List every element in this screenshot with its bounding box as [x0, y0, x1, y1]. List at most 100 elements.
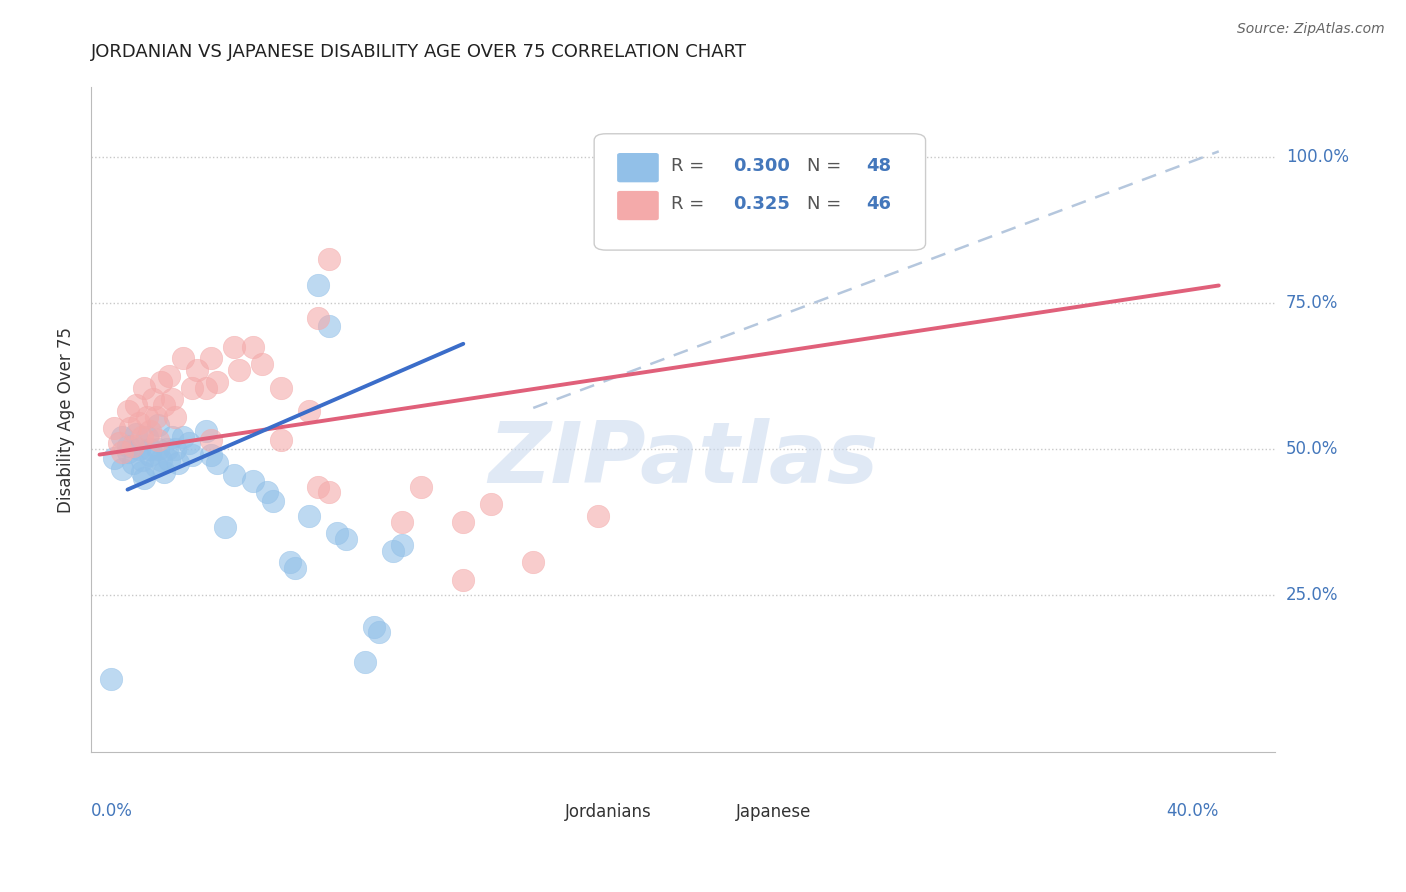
- Text: 40.0%: 40.0%: [1167, 802, 1219, 820]
- Point: [363, 619, 385, 633]
- Point: [148, 418, 170, 433]
- FancyBboxPatch shape: [617, 192, 658, 219]
- Point: [194, 380, 217, 394]
- Point: [117, 444, 139, 458]
- Point: [139, 442, 162, 456]
- Point: [453, 573, 475, 587]
- Text: 25.0%: 25.0%: [1286, 585, 1339, 604]
- Point: [453, 515, 475, 529]
- FancyBboxPatch shape: [617, 153, 658, 182]
- Point: [250, 357, 273, 371]
- Point: [111, 462, 134, 476]
- Point: [318, 485, 340, 500]
- Text: N =: N =: [807, 194, 848, 212]
- FancyBboxPatch shape: [595, 134, 925, 250]
- Point: [145, 409, 167, 424]
- Point: [180, 448, 202, 462]
- Point: [205, 456, 228, 470]
- Point: [479, 497, 502, 511]
- Point: [139, 448, 162, 462]
- Point: [136, 430, 159, 444]
- Point: [148, 442, 170, 456]
- Point: [284, 561, 307, 575]
- Point: [180, 380, 202, 394]
- Point: [256, 485, 278, 500]
- Point: [262, 494, 284, 508]
- Text: 100.0%: 100.0%: [1286, 148, 1348, 166]
- Text: 46: 46: [866, 194, 891, 212]
- Point: [194, 424, 217, 438]
- Point: [391, 538, 413, 552]
- Point: [354, 655, 377, 669]
- Point: [368, 625, 391, 640]
- Point: [270, 433, 292, 447]
- Text: ZIPatlas: ZIPatlas: [488, 418, 879, 501]
- Point: [186, 363, 208, 377]
- Point: [134, 380, 156, 394]
- Point: [173, 430, 195, 444]
- Text: 0.300: 0.300: [733, 157, 790, 175]
- Point: [150, 453, 173, 467]
- Point: [122, 456, 145, 470]
- Point: [153, 398, 176, 412]
- Point: [200, 351, 222, 366]
- Point: [153, 465, 176, 479]
- Point: [111, 430, 134, 444]
- Point: [159, 453, 181, 467]
- Point: [298, 404, 321, 418]
- Point: [134, 471, 156, 485]
- Point: [307, 480, 329, 494]
- Point: [128, 442, 150, 456]
- Point: [214, 520, 236, 534]
- Point: [142, 392, 165, 407]
- Text: R =: R =: [671, 157, 710, 175]
- Point: [335, 532, 357, 546]
- Point: [586, 508, 609, 523]
- Point: [307, 278, 329, 293]
- Point: [108, 436, 131, 450]
- Text: 0.0%: 0.0%: [91, 802, 134, 820]
- Point: [242, 474, 264, 488]
- Point: [411, 480, 433, 494]
- Point: [522, 556, 544, 570]
- Point: [117, 439, 139, 453]
- Point: [103, 450, 125, 465]
- Point: [125, 427, 148, 442]
- Point: [222, 468, 245, 483]
- Point: [391, 515, 413, 529]
- Text: 50.0%: 50.0%: [1286, 440, 1339, 458]
- Point: [318, 252, 340, 267]
- Point: [125, 398, 148, 412]
- Point: [307, 310, 329, 325]
- Point: [167, 456, 190, 470]
- Point: [128, 416, 150, 430]
- Point: [228, 363, 250, 377]
- Point: [326, 526, 349, 541]
- Point: [111, 444, 134, 458]
- Point: [148, 433, 170, 447]
- Point: [145, 459, 167, 474]
- Text: 0.325: 0.325: [733, 194, 790, 212]
- Text: JORDANIAN VS JAPANESE DISABILITY AGE OVER 75 CORRELATION CHART: JORDANIAN VS JAPANESE DISABILITY AGE OVE…: [91, 43, 747, 61]
- Point: [173, 351, 195, 366]
- Text: Jordanians: Jordanians: [565, 804, 651, 822]
- Point: [156, 442, 179, 456]
- Point: [278, 556, 301, 570]
- Point: [318, 319, 340, 334]
- Point: [205, 375, 228, 389]
- Text: N =: N =: [807, 157, 848, 175]
- FancyBboxPatch shape: [520, 801, 558, 824]
- FancyBboxPatch shape: [692, 801, 730, 824]
- Text: Japanese: Japanese: [737, 804, 811, 822]
- Point: [745, 165, 768, 179]
- Point: [131, 465, 153, 479]
- Point: [165, 442, 187, 456]
- Point: [150, 375, 173, 389]
- Point: [131, 453, 153, 467]
- Point: [162, 430, 184, 444]
- Point: [159, 368, 181, 383]
- Text: 75.0%: 75.0%: [1286, 294, 1339, 312]
- Text: 48: 48: [866, 157, 891, 175]
- Point: [200, 433, 222, 447]
- Point: [136, 409, 159, 424]
